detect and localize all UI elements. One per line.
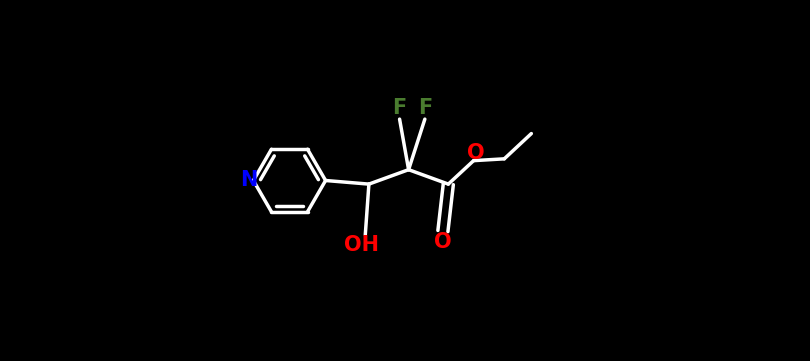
- Text: O: O: [434, 232, 452, 252]
- Text: N: N: [241, 170, 258, 191]
- Text: O: O: [467, 143, 484, 164]
- Text: F: F: [393, 98, 407, 118]
- Text: F: F: [418, 98, 432, 118]
- Text: OH: OH: [344, 235, 379, 256]
